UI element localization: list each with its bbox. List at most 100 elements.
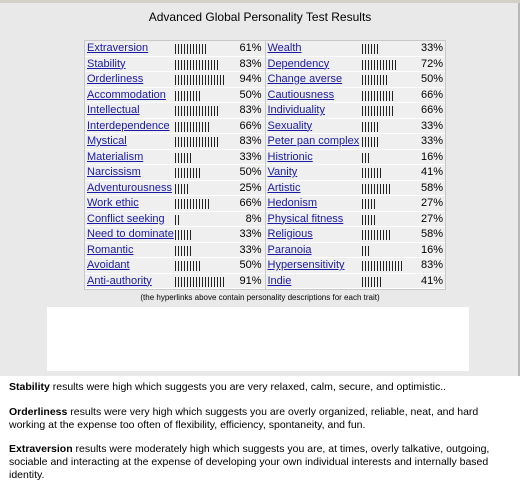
- description-trait-name: Stability: [9, 381, 50, 393]
- description-stability: Stability results were high which sugges…: [9, 381, 514, 394]
- description-text: results were very high which suggests yo…: [9, 406, 479, 431]
- results-table: Extraversion 61% Stability 83% Orderliness 94…: [84, 40, 446, 290]
- trait-percent: 83%: [239, 104, 262, 116]
- trait-row-interdependence: Interdependence 66%: [85, 118, 265, 134]
- trait-score-bar: [361, 75, 387, 85]
- trait-row-indie: Indie 41%: [265, 273, 445, 289]
- hyperlink-footnote: (the hyperlinks above contain personalit…: [140, 293, 380, 302]
- trait-score-bar: [361, 276, 383, 287]
- trait-percent: 50%: [239, 166, 262, 178]
- trait-link-vanity[interactable]: Vanity: [267, 166, 298, 178]
- trait-row-change-averse: Change averse 50%: [265, 72, 445, 88]
- trait-percent: 83%: [239, 57, 262, 70]
- trait-percent: 33%: [420, 135, 443, 147]
- trait-link-orderliness[interactable]: Orderliness: [87, 73, 144, 85]
- trait-link-wealth[interactable]: Wealth: [267, 42, 302, 54]
- trait-link-intellectual[interactable]: Intellectual: [87, 104, 140, 116]
- trait-link-artistic[interactable]: Artistic: [267, 181, 301, 194]
- trait-link-materialism[interactable]: Materialism: [87, 150, 144, 163]
- trait-link-dependency[interactable]: Dependency: [267, 57, 330, 70]
- trait-link-religious[interactable]: Religious: [267, 228, 313, 240]
- trait-link-accommodation[interactable]: Accommodation: [87, 88, 166, 101]
- trait-link-narcissism[interactable]: Narcissism: [87, 166, 141, 178]
- trait-score-bar: [361, 137, 379, 147]
- trait-percent: 33%: [239, 228, 262, 240]
- traits-column-left: Extraversion 61% Stability 83% Orderliness 94…: [85, 41, 266, 289]
- trait-row-physical-fitness: Physical fitness 27%: [265, 211, 445, 227]
- trait-link-mystical[interactable]: Mystical: [87, 135, 127, 147]
- trait-percent: 72%: [420, 57, 443, 70]
- trait-link-avoidant[interactable]: Avoidant: [87, 259, 130, 271]
- trait-percent: 16%: [420, 243, 443, 256]
- trait-percent: 41%: [420, 166, 443, 178]
- trait-link-indie[interactable]: Indie: [267, 274, 292, 287]
- trait-link-stability[interactable]: Stability: [87, 57, 126, 70]
- trait-link-histrionic[interactable]: Histrionic: [267, 150, 313, 163]
- trait-percent: 33%: [239, 150, 262, 163]
- trait-score-bar: [361, 44, 379, 54]
- blank-ad-box: [47, 307, 469, 371]
- trait-score-bar: [175, 90, 202, 101]
- trait-row-conflict-seeking: Conflict seeking 8%: [85, 211, 265, 227]
- trait-percent: 83%: [239, 135, 262, 147]
- trait-link-romantic[interactable]: Romantic: [87, 243, 134, 256]
- trait-link-peter-pan-complex[interactable]: Peter pan complex: [267, 135, 360, 147]
- page-title: Advanced Global Personality Test Results: [148, 10, 372, 24]
- trait-percent: 41%: [420, 274, 443, 287]
- traits-column-right: Wealth 33% Dependency 72% Change averse 50% Ca…: [265, 41, 445, 289]
- trait-score-bar: [175, 106, 220, 116]
- trait-row-mystical: Mystical 83%: [85, 134, 265, 150]
- trait-percent: 33%: [420, 119, 443, 132]
- trait-row-sexuality: Sexuality 33%: [265, 118, 445, 134]
- description-orderliness: Orderliness results were very high which…: [9, 406, 514, 432]
- trait-percent: 66%: [239, 197, 262, 209]
- trait-row-hedonism: Hedonism 27%: [265, 196, 445, 212]
- trait-percent: 33%: [420, 42, 443, 54]
- trait-row-hypersensitivity: Hypersensitivity 83%: [265, 258, 445, 274]
- trait-link-extraversion[interactable]: Extraversion: [87, 42, 149, 54]
- trait-percent: 58%: [420, 228, 443, 240]
- trait-score-bar: [175, 245, 193, 256]
- trait-row-intellectual: Intellectual 83%: [85, 103, 265, 119]
- trait-link-sexuality[interactable]: Sexuality: [267, 119, 313, 132]
- trait-percent: 50%: [239, 259, 262, 271]
- trait-score-bar: [175, 276, 224, 287]
- trait-score-bar: [361, 245, 370, 256]
- trait-link-adventurousness[interactable]: Adventurousness: [87, 181, 172, 194]
- trait-link-need-to-dominate[interactable]: Need to dominate: [87, 228, 174, 240]
- trait-link-individuality[interactable]: Individuality: [267, 104, 325, 116]
- trait-link-paranoia[interactable]: Paranoia: [267, 243, 312, 256]
- trait-score-bar: [175, 121, 211, 132]
- trait-link-conflict-seeking[interactable]: Conflict seeking: [87, 212, 165, 225]
- trait-link-hedonism[interactable]: Hedonism: [267, 197, 318, 209]
- trait-score-bar: [175, 168, 202, 178]
- trait-link-work-ethic[interactable]: Work ethic: [87, 197, 139, 209]
- trait-score-bar: [175, 261, 202, 271]
- description-text: results were moderately high which sugge…: [9, 443, 490, 481]
- trait-row-peter-pan-complex: Peter pan complex 33%: [265, 134, 445, 150]
- trait-link-anti-authority[interactable]: Anti-authority: [87, 274, 152, 287]
- trait-row-vanity: Vanity 41%: [265, 165, 445, 181]
- trait-row-narcissism: Narcissism 50%: [85, 165, 265, 181]
- trait-score-bar: [361, 230, 391, 240]
- trait-row-artistic: Artistic 58%: [265, 180, 445, 196]
- trait-row-need-to-dominate: Need to dominate 33%: [85, 227, 265, 243]
- trait-link-hypersensitivity[interactable]: Hypersensitivity: [267, 259, 345, 271]
- trait-percent: 8%: [245, 212, 262, 225]
- trait-link-physical-fitness[interactable]: Physical fitness: [267, 212, 344, 225]
- trait-percent: 16%: [420, 150, 443, 163]
- trait-score-bar: [361, 121, 379, 132]
- trait-score-bar: [361, 214, 376, 225]
- trait-link-interdependence[interactable]: Interdependence: [87, 119, 170, 132]
- trait-percent: 50%: [420, 73, 443, 85]
- trait-descriptions: Stability results were high which sugges…: [0, 376, 520, 493]
- trait-score-bar: [361, 168, 383, 178]
- trait-score-bar: [175, 152, 193, 163]
- trait-row-wealth: Wealth 33%: [265, 41, 445, 57]
- trait-link-cautiousness[interactable]: Cautiousness: [267, 88, 335, 101]
- trait-link-change-averse[interactable]: Change averse: [267, 73, 343, 85]
- trait-percent: 25%: [239, 181, 262, 194]
- trait-row-histrionic: Histrionic 16%: [265, 149, 445, 165]
- trait-score-bar: [175, 183, 189, 194]
- trait-percent: 33%: [239, 243, 262, 256]
